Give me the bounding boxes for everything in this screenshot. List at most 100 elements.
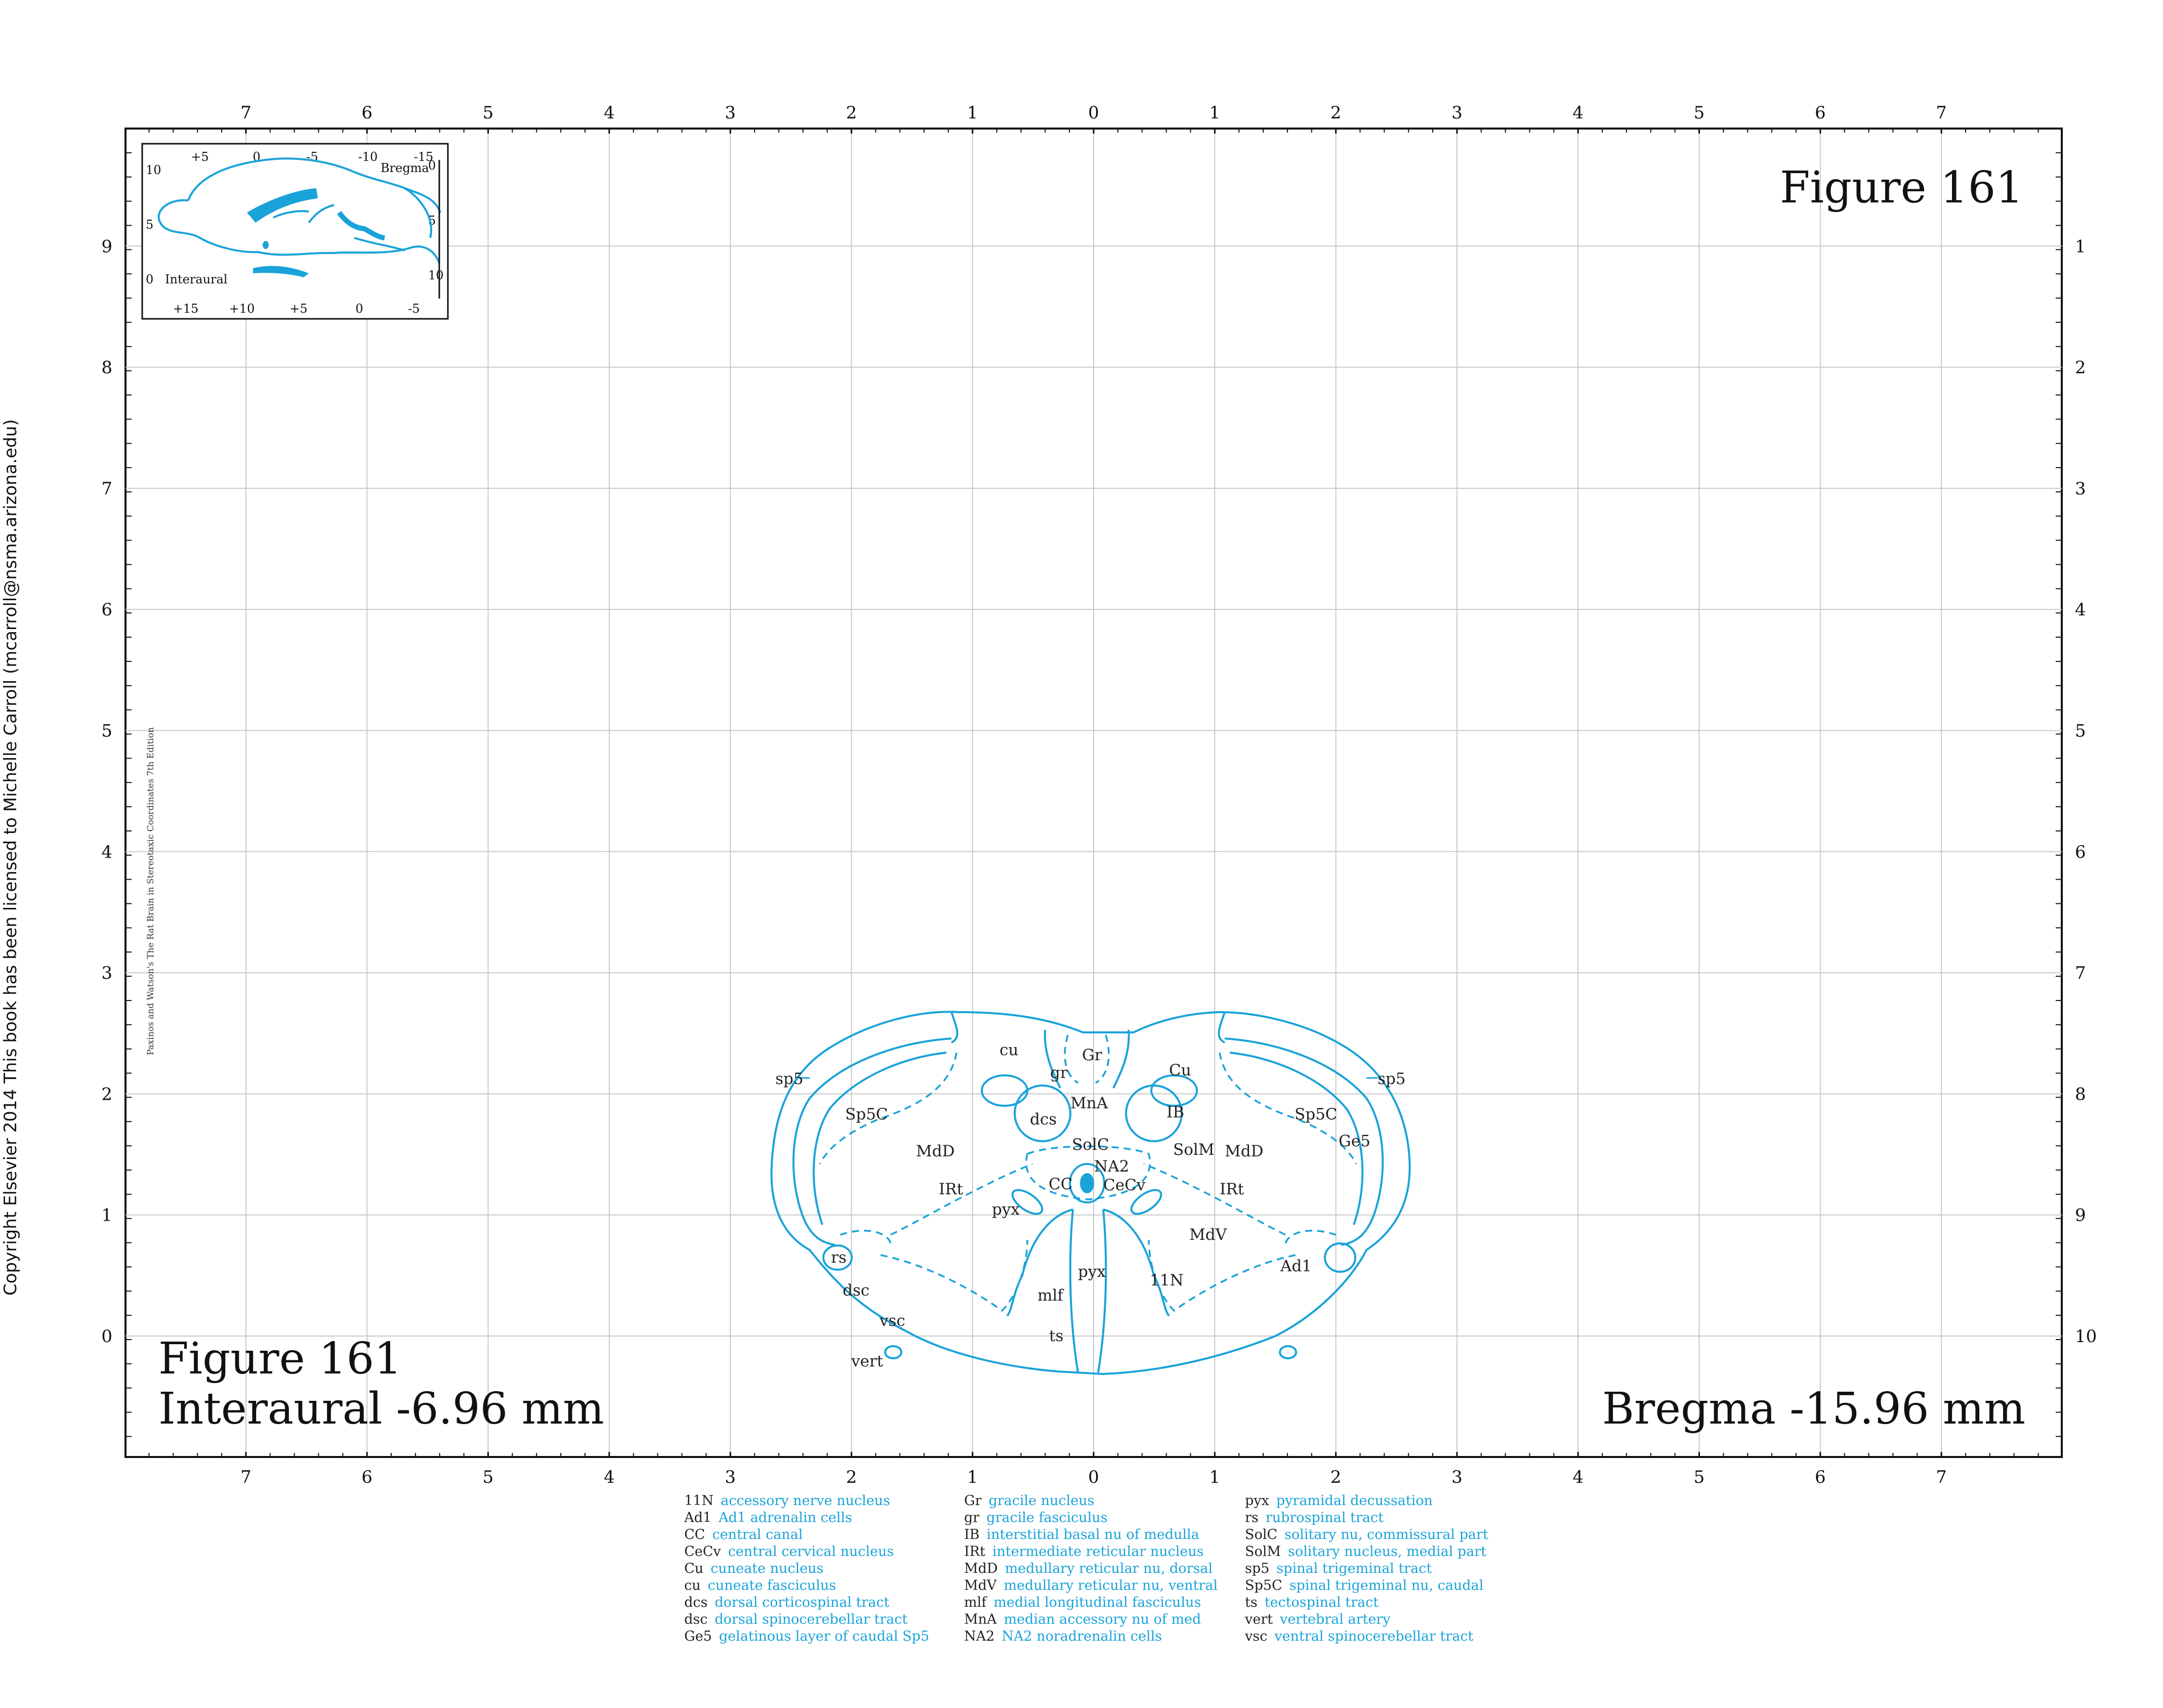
inset-bottom-tick: 0 xyxy=(355,302,363,316)
legend-description: vertebral artery xyxy=(1279,1612,1391,1628)
structure-label: pyx xyxy=(1078,1263,1106,1281)
inset-top-tick: +5 xyxy=(191,150,209,164)
legend-entry: dsc dorsal spinocerebellar tract xyxy=(684,1612,907,1628)
stereotaxic-grid xyxy=(126,129,2062,1457)
right-tick-label: 8 xyxy=(2075,1084,2086,1104)
legend-entry: NA2 NA2 noradrenalin cells xyxy=(964,1629,1162,1644)
top-tick-label: 7 xyxy=(240,103,252,123)
top-tick-label: 0 xyxy=(1088,103,1099,123)
legend-entry: ts tectospinal tract xyxy=(1245,1595,1379,1610)
bottom-tick-label: 5 xyxy=(483,1467,494,1487)
bregma-value: Bregma -15.96 mm xyxy=(1602,1384,2025,1434)
structure-label: Sp5C xyxy=(1295,1105,1338,1123)
legend-abbr: IB xyxy=(964,1527,980,1543)
top-tick-label: 1 xyxy=(967,103,978,123)
legend-description: solitary nucleus, medial part xyxy=(1288,1544,1486,1560)
legend-abbr: 11N xyxy=(684,1493,714,1509)
right-tick-label: 6 xyxy=(2075,842,2086,862)
legend-abbr: MnA xyxy=(964,1612,997,1628)
top-tick-label: 3 xyxy=(725,103,736,123)
structure-label: IRt xyxy=(939,1180,964,1198)
legend-abbr: Cu xyxy=(684,1561,703,1576)
top-tick-label: 6 xyxy=(361,103,372,123)
legend-abbr: MdV xyxy=(964,1578,997,1594)
structure-label: IRt xyxy=(1220,1180,1244,1198)
structure-label: Sp5C xyxy=(845,1105,888,1123)
bottom-tick-label: 3 xyxy=(725,1467,736,1487)
inset-bottom-tick: +15 xyxy=(173,302,199,316)
book-credit: Paxinos and Watson's The Rat Brain in St… xyxy=(146,727,156,1055)
structure-label: cu xyxy=(1000,1041,1018,1059)
legend-abbr: Gr xyxy=(964,1493,982,1509)
legend-description: cuneate nucleus xyxy=(711,1561,823,1576)
legend-description: accessory nerve nucleus xyxy=(721,1493,890,1509)
legend-description: gracile fasciculus xyxy=(986,1510,1107,1526)
legend-entry: vert vertebral artery xyxy=(1244,1612,1391,1628)
structure-label: NA2 xyxy=(1094,1157,1129,1176)
structure-label: MdV xyxy=(1189,1226,1227,1244)
legend-description: tectospinal tract xyxy=(1265,1595,1379,1610)
legend-description: spinal trigeminal nu, caudal xyxy=(1290,1578,1484,1594)
legend-abbr: Ge5 xyxy=(684,1629,712,1644)
legend-abbr: SolC xyxy=(1245,1527,1277,1543)
figure-title-bottom: Figure 161 xyxy=(158,1334,402,1384)
figure-title-top: Figure 161 xyxy=(1780,162,2023,213)
legend-abbr: dsc xyxy=(684,1612,708,1628)
right-tick-label: 10 xyxy=(2075,1326,2097,1347)
axis-labels: 7 6 5 4 3 2 1 0 1 2 3 4 5 6 77 6 5 4 3 2 1 0 1 2 3 4 5 6 79876543210… xyxy=(101,103,2097,1487)
top-tick-label: 7 xyxy=(1936,103,1947,123)
top-tick-label: 1 xyxy=(1209,103,1220,123)
bottom-tick-label: 7 xyxy=(1936,1467,1947,1487)
copyright-text: Copyright Elsevier 2014 This book has be… xyxy=(1,419,21,1296)
legend-abbr: ts xyxy=(1245,1595,1258,1610)
inset-left-tick: 5 xyxy=(146,218,153,232)
structure-label: SolC xyxy=(1072,1136,1109,1154)
top-tick-label: 4 xyxy=(604,103,615,123)
structure-label: IB xyxy=(1167,1103,1184,1121)
legend-entry: rs rubrospinal tract xyxy=(1245,1510,1384,1526)
structure-label: dcs xyxy=(1030,1110,1057,1129)
legend-entry: Ge5 gelatinous layer of caudal Sp5 xyxy=(684,1629,929,1644)
legend-description: cuneate fasciculus xyxy=(708,1578,836,1594)
legend-abbr: NA2 xyxy=(964,1629,994,1644)
top-tick-label: 6 xyxy=(1815,103,1826,123)
structure-label: MdD xyxy=(1225,1142,1263,1160)
legend-entry: Cu cuneate nucleus xyxy=(684,1561,823,1576)
bottom-tick-label: 2 xyxy=(1330,1467,1342,1487)
legend-description: ventral spinocerebellar tract xyxy=(1274,1629,1473,1644)
legend-abbr: Sp5C xyxy=(1245,1578,1282,1594)
inset-left-tick: 10 xyxy=(146,163,161,177)
legend-entry: gr gracile fasciculus xyxy=(964,1510,1108,1526)
bottom-tick-label: 4 xyxy=(1572,1467,1584,1487)
right-tick-label: 7 xyxy=(2075,963,2086,983)
legend-description: dorsal corticospinal tract xyxy=(715,1595,889,1610)
left-tick-label: 8 xyxy=(101,358,112,378)
legend-entry: Sp5C spinal trigeminal nu, caudal xyxy=(1245,1578,1483,1594)
left-tick-label: 7 xyxy=(101,479,112,499)
legend-abbr: cu xyxy=(684,1578,701,1594)
legend-entry: dcs dorsal corticospinal tract xyxy=(684,1595,889,1610)
structure-label: Ge5 xyxy=(1339,1132,1370,1150)
structure-label: MdD xyxy=(916,1142,954,1160)
inset-right-tick: 0 xyxy=(428,158,436,173)
structure-label: CC xyxy=(1049,1175,1072,1193)
right-tick-label: 4 xyxy=(2075,600,2086,620)
legend-abbr: pyx xyxy=(1245,1493,1269,1509)
structure-label: Ad1 xyxy=(1280,1257,1312,1275)
bottom-tick-label: 0 xyxy=(1088,1467,1099,1487)
structure-label: Gr xyxy=(1082,1046,1102,1064)
right-tick-label: 5 xyxy=(2075,721,2086,741)
structure-label: MnA xyxy=(1070,1094,1108,1112)
legend-abbr: CC xyxy=(684,1527,705,1543)
left-tick-label: 5 xyxy=(101,721,112,741)
legend-abbr: dcs xyxy=(684,1595,708,1610)
structure-label: sp5 xyxy=(775,1070,803,1088)
right-tick-label: 1 xyxy=(2075,236,2086,257)
legend-abbr: MdD xyxy=(964,1561,998,1576)
inset-interaural-label: Interaural xyxy=(165,272,227,286)
structure-label: mlf xyxy=(1037,1286,1064,1305)
legend-entry: IRt intermediate reticular nucleus xyxy=(964,1544,1204,1560)
legend-description: spinal trigeminal tract xyxy=(1276,1561,1432,1576)
bottom-tick-label: 7 xyxy=(240,1467,252,1487)
